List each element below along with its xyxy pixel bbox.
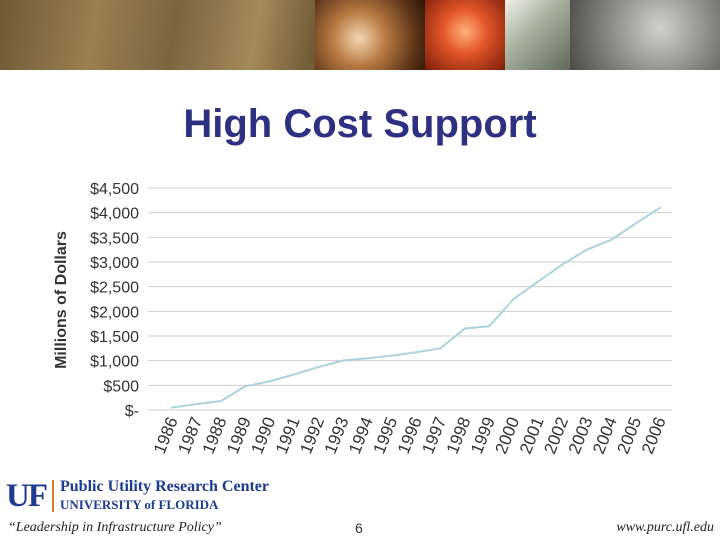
data-point [293, 373, 295, 376]
y-tick-label: $4,500 [90, 181, 139, 198]
y-tick-label: $1,500 [90, 329, 139, 346]
banner-keypad-image [570, 0, 720, 70]
slide-title: High Cost Support [183, 102, 537, 146]
banner-map-image [0, 0, 315, 70]
y-tick-label: $2,000 [90, 304, 139, 321]
org-name: Public Utility Research Center [60, 478, 269, 495]
y-tick-label: $- [125, 403, 139, 420]
banner-insulator-image [315, 0, 425, 70]
y-axis-label: Millions of Dollars [53, 231, 70, 369]
footer-tagline: “Leadership in Infrastructure Policy” [8, 520, 222, 535]
data-point [537, 280, 539, 283]
y-tick-label: $2,500 [90, 280, 139, 297]
data-point [488, 325, 491, 328]
y-tick-label: $500 [103, 378, 139, 395]
y-axis-ticks: $- $500 $1,000 $1,500 $2,000 $2,500 $3,000 $3,5… [90, 181, 139, 420]
data-point [341, 359, 344, 362]
y-tick-label: $3,500 [90, 230, 139, 247]
data-point [219, 400, 222, 403]
header-banner [0, 0, 720, 70]
data-point [415, 351, 417, 354]
y-tick-label: $1,000 [90, 354, 139, 371]
data-point [366, 357, 369, 360]
data-point [317, 366, 320, 369]
y-tick-label: $4,000 [90, 206, 139, 223]
footer-url: www.purc.ufl.edu [616, 520, 714, 535]
x-axis-ticks: 1986198719881989199019911992199319941995… [150, 414, 670, 456]
data-point [463, 327, 466, 330]
data-point [268, 380, 271, 383]
data-point [659, 206, 661, 209]
data-point [634, 222, 637, 225]
banner-flame-image [425, 0, 505, 70]
banner-water-image [505, 0, 570, 70]
data-point [171, 406, 173, 409]
data-point [512, 298, 515, 300]
ufl-purc-logo: UF Public Utility Research Center UNIVER… [6, 478, 286, 514]
grid-lines [148, 187, 672, 411]
y-tick-label: $3,000 [90, 255, 139, 272]
data-point [390, 354, 393, 357]
data-point [561, 263, 564, 266]
logo-divider [52, 480, 54, 512]
uf-logo-mark: UF [6, 478, 48, 514]
line-chart: Millions of Dollars $- $500 $1,000 $1,500 $2… [53, 181, 672, 457]
page-number: 6 [355, 520, 363, 536]
university-name: UNIVERSITY of FLORIDA [60, 497, 219, 512]
data-point [439, 347, 442, 350]
data-point [244, 385, 247, 388]
series-layer [171, 206, 661, 409]
data-point [610, 238, 613, 241]
data-point [195, 403, 198, 406]
data-point [585, 248, 588, 251]
